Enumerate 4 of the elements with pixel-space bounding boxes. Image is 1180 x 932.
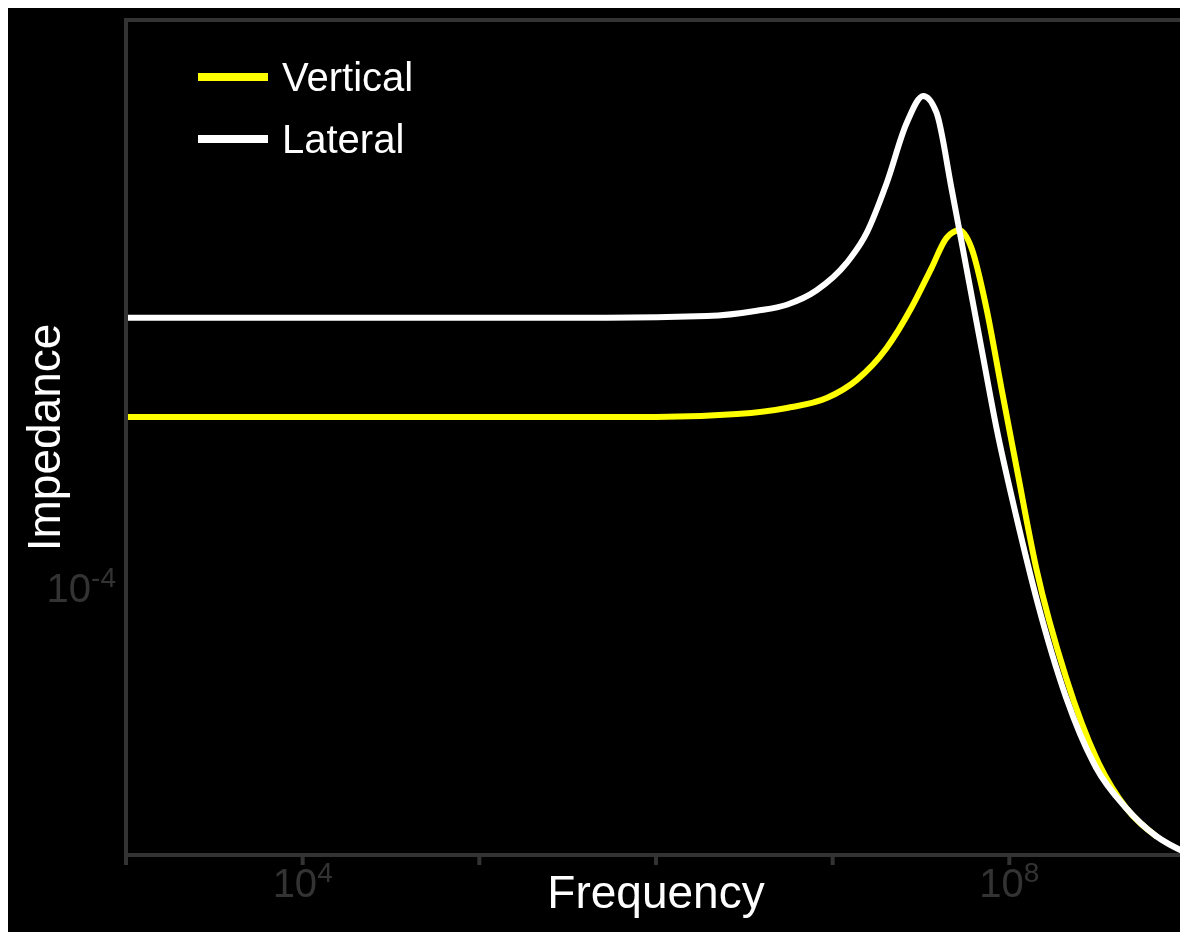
y-axis-title: Impedance bbox=[18, 323, 70, 552]
legend-label: Vertical bbox=[282, 54, 414, 100]
legend-label: Lateral bbox=[282, 116, 405, 162]
x-axis-title: Frequency bbox=[547, 865, 765, 918]
